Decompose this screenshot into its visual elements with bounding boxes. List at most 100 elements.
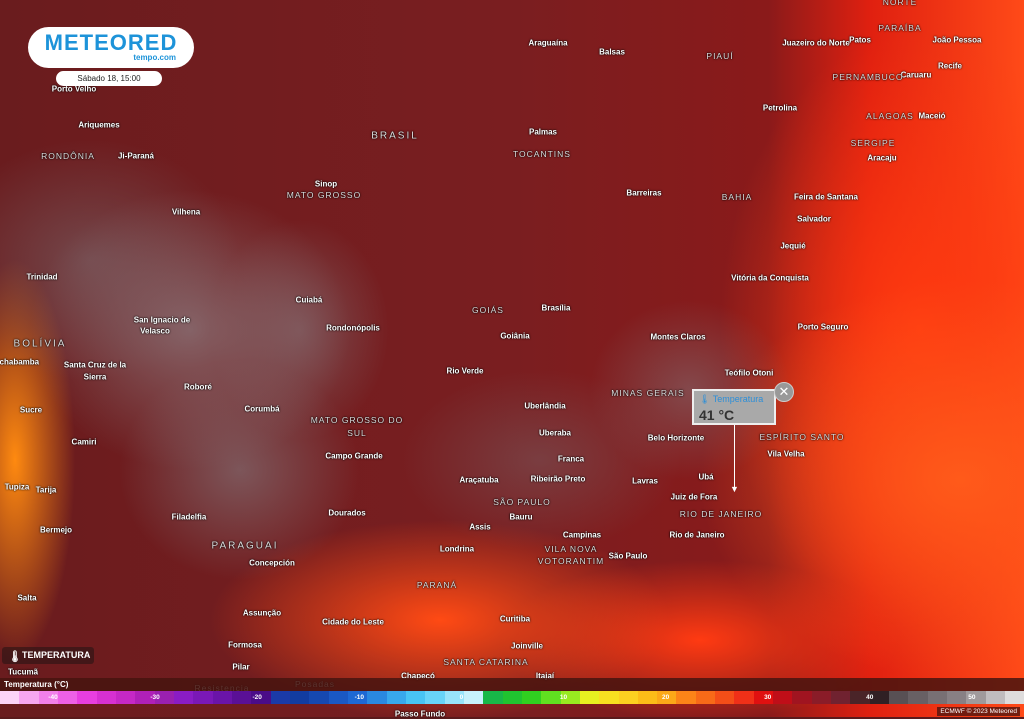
place-label: Recife	[937, 61, 963, 71]
place-label: Vilhena	[171, 207, 201, 217]
place-label: Bauru	[509, 512, 533, 522]
place-label: João Pessoa	[932, 35, 982, 45]
place-label: Campinas	[562, 530, 602, 540]
layer-button[interactable]: 🌡 TEMPERATURA	[2, 647, 95, 664]
scale-swatch	[483, 691, 503, 704]
place-label: Vila Velha	[767, 449, 805, 459]
place-label: Jequié	[780, 241, 806, 251]
legend-tick: 40	[866, 694, 874, 701]
close-icon[interactable]: ✕	[774, 382, 794, 402]
scale-swatch	[289, 691, 310, 704]
place-label: SUL	[347, 428, 367, 438]
place-label: BOLÍVIA	[13, 338, 67, 350]
place-label: Rio de Janeiro	[669, 530, 725, 540]
place-label: Curitiba	[499, 614, 531, 624]
scale-swatch	[367, 691, 387, 704]
place-label: Teófilo Otoni	[724, 368, 774, 378]
place-label: Uberaba	[538, 428, 572, 438]
place-label: Tarija	[35, 485, 57, 495]
tooltip-title: Temperatura	[712, 394, 764, 404]
place-label: Formosa	[228, 640, 262, 650]
place-label: São Paulo	[608, 551, 648, 561]
place-label: Ubá	[698, 472, 714, 482]
place-label: Vitória da Conquista	[731, 273, 809, 283]
scale-swatch	[773, 691, 793, 704]
place-label: MATO GROSSO DO	[310, 415, 404, 425]
place-label: Rondonópolis	[326, 323, 380, 333]
place-label: Itajaí	[535, 671, 555, 681]
place-label: Petrolina	[762, 103, 798, 113]
place-label: Porto Velho	[51, 84, 97, 94]
scale-swatch	[792, 691, 812, 704]
scale-swatch	[173, 691, 194, 704]
scale-swatch	[908, 691, 928, 704]
scale-swatch	[444, 691, 464, 704]
place-label: Juazeiro do Norte	[782, 38, 850, 48]
scale-swatch	[231, 691, 252, 704]
place-label: Assis	[469, 522, 491, 532]
scale-swatch	[579, 691, 600, 704]
place-label: Porto Seguro	[797, 322, 849, 332]
thermometer-icon: 🌡	[8, 651, 22, 663]
scale-swatch	[811, 691, 832, 704]
place-label: Trinidad	[26, 272, 58, 282]
place-label: Tucumã	[7, 667, 39, 677]
place-label: Santa Cruz de la	[63, 360, 127, 370]
place-label: Corumbá	[244, 404, 280, 414]
legend-tick: 20	[661, 694, 670, 701]
legend-tick: -30	[150, 694, 160, 701]
scale-swatch	[425, 691, 445, 704]
scale-swatch	[251, 691, 271, 704]
place-label: Filadelfia	[171, 512, 207, 522]
place-label: Passo Fundo	[394, 709, 446, 719]
scale-swatch	[521, 691, 542, 704]
pointer-arrow-icon: ▼	[730, 484, 739, 494]
thermometer-icon: 🌡	[699, 394, 711, 404]
color-scale	[0, 691, 1024, 704]
place-label: Ji-Paraná	[117, 151, 155, 161]
legend-tick: 0	[459, 694, 464, 701]
layer-label: TEMPERATURA	[22, 650, 91, 660]
place-label: VOTORANTIM	[537, 556, 605, 566]
forecast-time[interactable]: Sábado 18, 15:00	[56, 71, 162, 86]
scale-swatch	[985, 691, 1006, 704]
place-label: PERNAMBUCO	[832, 72, 904, 82]
place-label: SERGIPE	[850, 138, 896, 148]
scale-swatch	[212, 691, 232, 704]
meteored-logo[interactable]: METEORED tempo.com	[28, 27, 194, 68]
scale-swatch	[270, 691, 290, 704]
legend-tick: -10	[354, 694, 364, 701]
scale-swatch	[347, 691, 368, 704]
scale-swatch	[38, 691, 58, 704]
place-label: Patos	[849, 35, 871, 45]
place-label: Ariquemes	[78, 120, 120, 130]
place-label: Caruaru	[900, 70, 932, 80]
scale-swatch	[637, 691, 658, 704]
place-label: Montes Claros	[650, 332, 706, 342]
scale-swatch	[947, 691, 967, 704]
place-label: Roboré	[184, 382, 212, 392]
scale-swatch	[77, 691, 97, 704]
place-label: RIO DE JANEIRO	[679, 509, 763, 519]
scale-swatch	[618, 691, 638, 704]
place-label: RONDÔNIA	[41, 151, 95, 161]
place-label: Concepción	[249, 558, 295, 568]
place-label: Feira de Santana	[793, 192, 859, 202]
place-label: Joinville	[510, 641, 544, 651]
place-label: Velasco	[140, 326, 170, 336]
scale-swatch	[57, 691, 78, 704]
place-label: PARAÍBA	[878, 23, 922, 33]
scale-swatch	[96, 691, 116, 704]
place-label: Maceió	[918, 111, 946, 121]
tooltip-pointer	[734, 425, 735, 489]
place-label: Brasília	[541, 303, 571, 313]
scale-swatch	[889, 691, 909, 704]
place-label: PARANÁ	[416, 580, 458, 590]
place-label: Lavras	[632, 476, 658, 486]
place-label: ALAGOAS	[866, 111, 914, 121]
place-label: Cidade do Leste	[322, 617, 384, 627]
place-label: PARAGUAI	[211, 540, 279, 552]
place-label: Balsas	[599, 47, 625, 57]
place-label: Sierra	[83, 372, 107, 382]
